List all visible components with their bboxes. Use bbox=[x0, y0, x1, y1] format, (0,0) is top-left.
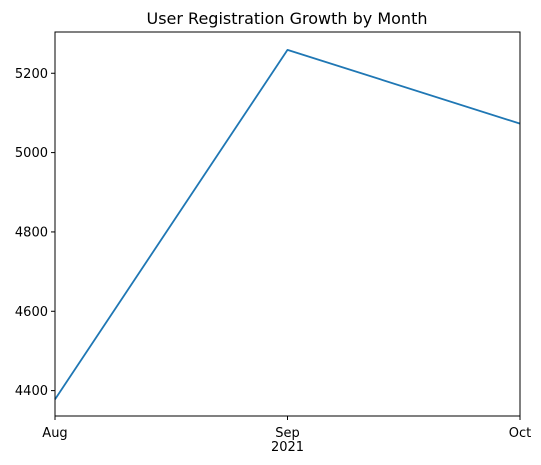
x-tick-sublabel: 2021 bbox=[271, 440, 304, 455]
y-tick-label: 4400 bbox=[15, 384, 48, 399]
y-axis: 4400 4600 4800 5000 5200 bbox=[15, 67, 55, 399]
chart-title: User Registration Growth by Month bbox=[147, 9, 428, 28]
y-tick-label: 4600 bbox=[15, 305, 48, 320]
x-tick-label: Sep bbox=[275, 426, 300, 441]
series-line bbox=[54, 48, 521, 400]
x-tick-label: Oct bbox=[509, 426, 531, 441]
y-tick-label: 4800 bbox=[15, 225, 48, 240]
y-tick-label: 5200 bbox=[15, 67, 48, 82]
plot-area bbox=[54, 48, 521, 400]
x-axis: Aug Sep Oct 2021 bbox=[42, 416, 531, 455]
y-tick-label: 5000 bbox=[15, 146, 48, 161]
x-tick-label: Aug bbox=[42, 426, 67, 441]
plot-frame bbox=[54, 31, 521, 417]
